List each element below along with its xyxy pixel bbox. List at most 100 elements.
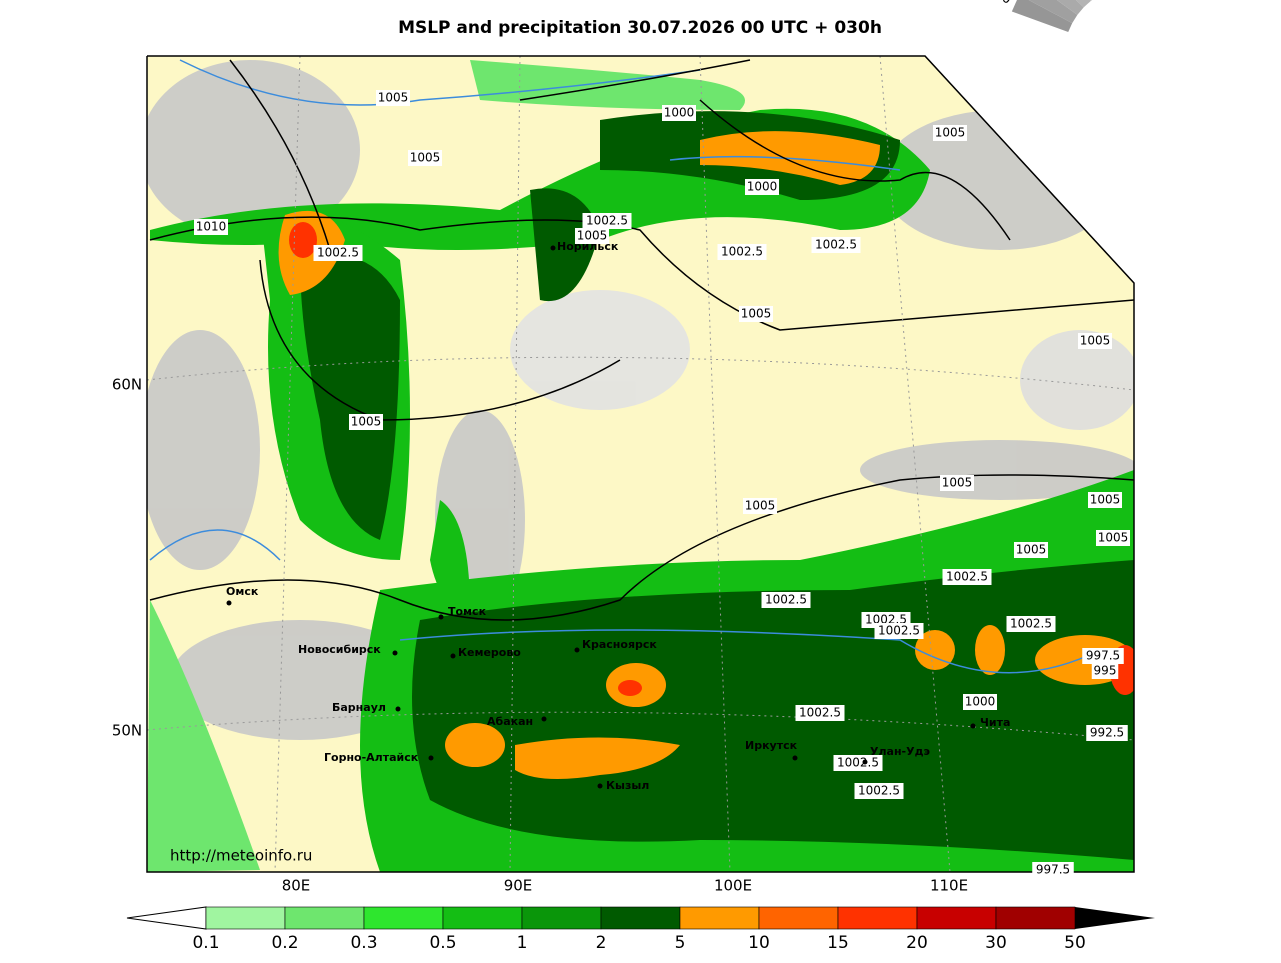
isobar-label: 1002.5 (815, 238, 857, 252)
isobar-label: 1005 (942, 476, 973, 490)
isobar-label: 1002.5 (1010, 617, 1052, 631)
colorbar-label: 0.2 (271, 933, 298, 953)
colorbar-label: 15 (827, 933, 849, 953)
colorbar-label: 2 (596, 933, 607, 953)
colorbar-label: 0.5 (429, 933, 456, 953)
colorbar-label: 1 (517, 933, 528, 953)
city-name: Горно-Алтайск (324, 751, 419, 764)
map-title: MSLP and precipitation 30.07.2026 00 UTC… (398, 18, 882, 38)
isobar-label-bg (739, 306, 773, 322)
isobar-label-bg (795, 705, 845, 721)
cloud-wedge (1090, 0, 1093, 1)
city-name: Новосибирск (298, 643, 381, 656)
city-name: Иркутск (745, 739, 798, 752)
colorbar-label: 50 (1064, 933, 1086, 953)
isobar-label: 1002.5 (858, 784, 900, 798)
isobar-label-bg (942, 569, 992, 585)
isobar-label-bg (811, 237, 861, 253)
cloud-legend-label: 100 (984, 0, 1013, 8)
isobar-label-bg (1014, 542, 1048, 558)
isobar-label-bg (854, 783, 904, 799)
isobar-label-bg (963, 694, 997, 710)
isobar-label-bg (1091, 663, 1119, 679)
isobar-label-bg (1088, 492, 1122, 508)
colorbar-label: 0.1 (192, 933, 219, 953)
city-name: Кемерово (458, 646, 521, 659)
cloud-wedge (1028, 0, 1078, 24)
isobar-label: 1002.5 (799, 706, 841, 720)
isobar-label: 1002.5 (765, 593, 807, 607)
city-name: Чита (980, 716, 1010, 729)
lon-label: 90E (504, 877, 533, 895)
isobar-label: 997.5 (1036, 863, 1070, 877)
colorbar-box (995, 906, 1076, 930)
isobar-label-bg (874, 623, 924, 639)
isobar-label: 1005 (741, 307, 772, 321)
isobar-label: 1002.5 (721, 245, 763, 259)
isobar-label-bg (194, 219, 228, 235)
isobar-label: 1005 (1090, 493, 1121, 507)
isobar-label: 1002.5 (317, 246, 359, 260)
cloud-wedge (1076, 0, 1091, 8)
city-dot (541, 716, 547, 722)
isobar-label-bg (717, 244, 767, 260)
colorbar-low-arrow (126, 906, 207, 930)
colorbar-box (600, 906, 681, 930)
isobar-label: 1000 (965, 695, 996, 709)
isobar-label: 1005 (577, 229, 608, 243)
isobar-label-bg (933, 125, 967, 141)
city-dot (550, 245, 556, 251)
colorbar-box (284, 906, 365, 930)
isobar-label-bg (582, 213, 632, 229)
isobar-label: 1005 (1098, 531, 1129, 545)
legend-divider (924, 55, 1135, 284)
city-dot (392, 650, 398, 656)
colorbar-box (916, 906, 997, 930)
colorbar-box (442, 906, 523, 930)
isobar-label-bg (313, 245, 363, 261)
colorbar-box (758, 906, 839, 930)
isobar-label: 1005 (351, 415, 382, 429)
isobar-label-bg (743, 498, 777, 514)
city-name: Барнаул (332, 701, 386, 714)
colorbar: 0.1 0.2 0.3 0.5 1 2 5 10 15 20 30 50 (126, 906, 1155, 953)
isobar-label: 1005 (745, 499, 776, 513)
lon-label: 100E (714, 877, 752, 895)
map-area (147, 56, 1134, 872)
city-name: Красноярск (582, 638, 657, 651)
isobar-label: 1002.5 (837, 756, 879, 770)
isobar-label-bg (376, 90, 410, 106)
lat-label: 50N (112, 722, 142, 740)
isobar-label-bg (1032, 862, 1074, 878)
colorbar-box (363, 906, 444, 930)
lat-label: 60N (112, 376, 142, 394)
isobar-label-bg (662, 105, 696, 121)
city-dot (226, 600, 232, 606)
isobar-label: 1005 (1080, 334, 1111, 348)
isobar-label-bg (349, 414, 383, 430)
city-dot (428, 755, 434, 761)
city-dot (597, 783, 603, 789)
city-dot (450, 653, 456, 659)
city-dot (438, 614, 444, 620)
city-dot (574, 647, 580, 653)
city-dot (395, 706, 401, 712)
isobar-label-bg (408, 150, 442, 166)
isobar-label: 1002.5 (878, 624, 920, 638)
map-frame (146, 55, 1135, 873)
cloud-wedge (1056, 0, 1084, 15)
colorbar-high-arrow (1075, 907, 1155, 929)
isobar-label-bg (761, 592, 811, 608)
colorbar-box (521, 906, 602, 930)
isobar-label-bg (940, 475, 974, 491)
isobar-label: 997.5 (1086, 649, 1120, 663)
city-name: Норильск (557, 240, 619, 253)
isobar-label: 1005 (1016, 543, 1047, 557)
cloud-wedge (1011, 0, 1073, 33)
city-name: Кызыл (606, 779, 649, 792)
colorbar-label: 30 (985, 933, 1007, 953)
colorbar-label: 0.3 (350, 933, 377, 953)
isobar-label: 992.5 (1090, 726, 1124, 740)
isobar-label: 1005 (378, 91, 409, 105)
isobar-label: 1005 (410, 151, 441, 165)
